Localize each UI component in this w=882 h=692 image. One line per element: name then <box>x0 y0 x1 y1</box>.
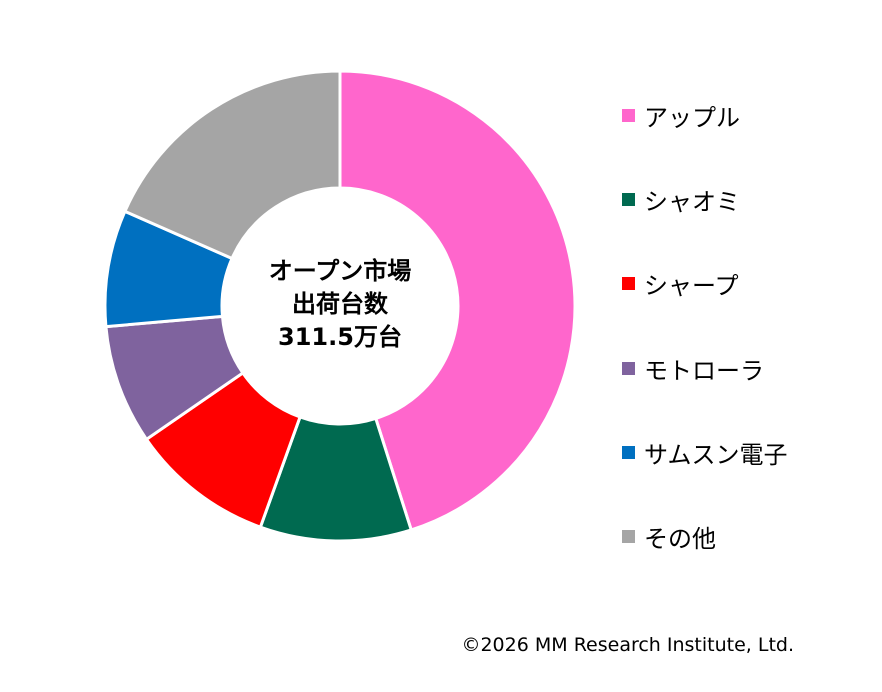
legend-item-1: アップル <box>622 98 788 132</box>
center-label: オープン市場 出荷台数 311.5万台 <box>230 255 450 354</box>
legend-label: サムスン電子 <box>644 441 788 470</box>
legend-label: シャープ <box>644 272 739 301</box>
legend-label: シャオミ <box>644 187 740 216</box>
legend-swatch <box>622 361 635 375</box>
legend-swatch <box>622 108 635 122</box>
legend-item-3: シャープ <box>622 267 788 301</box>
legend-swatch <box>622 277 635 291</box>
legend-item-4: モトローラ <box>622 351 788 385</box>
pie-slice-1 <box>338 69 577 532</box>
legend-label: その他 <box>644 525 716 554</box>
legend-item-5: サムスン電子 <box>622 436 788 470</box>
legend-item-6: その他 <box>622 520 788 554</box>
pie-slice-6 <box>122 69 342 261</box>
center-label-line1: オープン市場 <box>268 257 412 285</box>
legend-swatch <box>622 446 635 460</box>
legend-item-2: シャオミ <box>622 182 788 216</box>
center-label-line3: 311.5万台 <box>278 323 402 351</box>
copyright-notice: ©2026 MM Research Institute, Ltd. <box>461 634 794 656</box>
chart-legend: アップルシャオミシャープモトローラサムスン電子 その他 <box>622 98 788 554</box>
legend-label: アップル <box>644 103 740 132</box>
center-label-line2: 出荷台数 <box>292 290 388 318</box>
legend-label: モトローラ <box>644 356 764 385</box>
legend-swatch <box>622 530 635 544</box>
legend-swatch <box>622 192 635 206</box>
